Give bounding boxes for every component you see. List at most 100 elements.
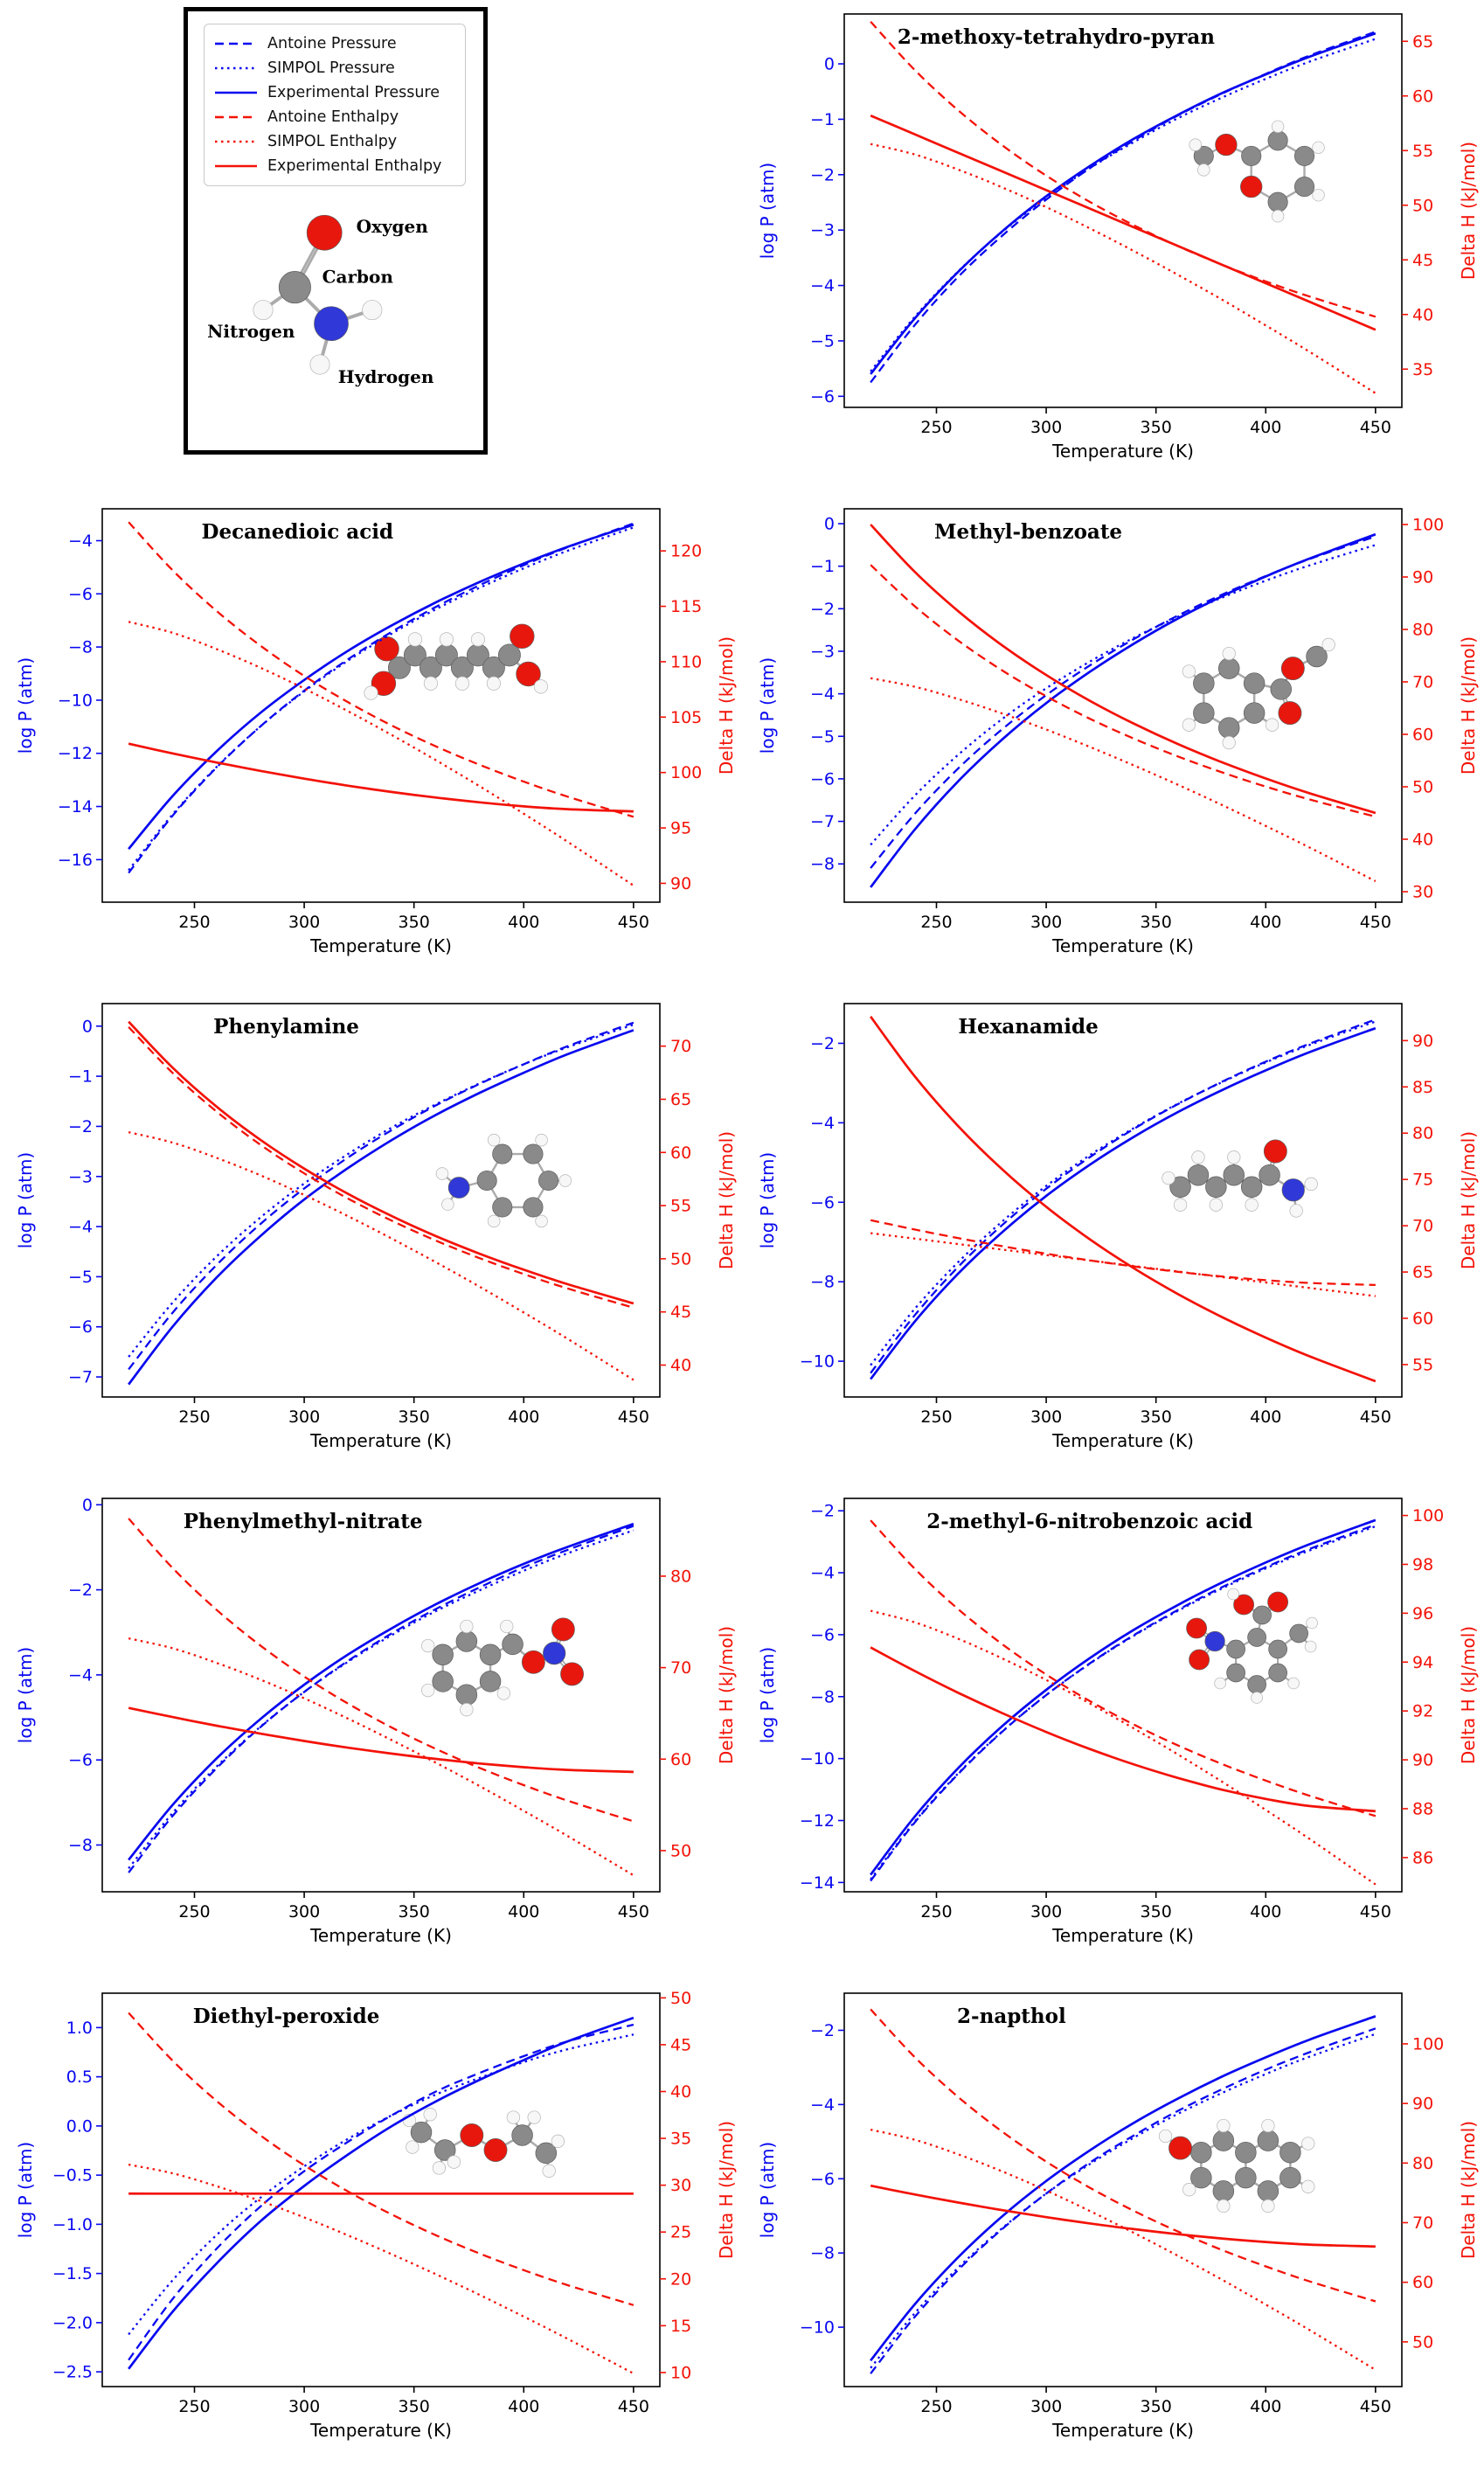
c-atom xyxy=(492,1143,513,1164)
series-simpol-pressure xyxy=(870,38,1377,372)
legend-entry-simpol-pressure: SIMPOL Pressure xyxy=(213,56,456,80)
c-atom xyxy=(523,1197,544,1218)
right-tick-label: 50 xyxy=(670,1989,691,2008)
x-axis-label: Temperature (K) xyxy=(1051,441,1194,462)
series-simpol-enthalpy xyxy=(128,1637,635,1877)
n-atom xyxy=(543,1641,566,1665)
x-tick-label: 350 xyxy=(1141,1407,1172,1427)
legend-molecule-figure: Oxygen Carbon Nitrogen Hydrogen xyxy=(207,214,434,387)
chart-methyl-benzoate: 250 300 350 400 450 Temperature (K) 0 −1 −2 −3 −4 −… xyxy=(757,508,1479,956)
chart-2-methoxy-tetrahydro-pyran: 250 300 350 400 450 Temperature (K) 0 −1 −2 −3 −4 −… xyxy=(757,13,1479,462)
left-tick-label: −4 xyxy=(68,532,93,551)
left-tick-label: −2 xyxy=(810,1034,835,1053)
series-simpol-pressure xyxy=(870,544,1377,846)
chart-title: Phenylamine xyxy=(213,1015,359,1039)
right-tick-label: 115 xyxy=(670,597,702,616)
right-axis-label: Delta H (kJ/mol) xyxy=(716,1131,737,1269)
h-atom xyxy=(1182,718,1196,732)
h-atom xyxy=(1312,188,1325,202)
right-tick-label: 105 xyxy=(670,708,702,727)
x-axis-label: Temperature (K) xyxy=(1051,1430,1194,1451)
h-atom xyxy=(362,300,383,321)
right-tick-label: 50 xyxy=(1412,196,1433,215)
series-simpol-pressure xyxy=(128,526,635,872)
h-atom xyxy=(406,2140,420,2154)
x-tick-label: 400 xyxy=(508,2397,539,2416)
h-atom xyxy=(1222,646,1236,661)
right-tick-label: 70 xyxy=(670,1658,691,1678)
right-tick-label: 50 xyxy=(670,1841,691,1860)
n-atom xyxy=(314,306,349,342)
series-antoine-enthalpy xyxy=(128,2012,635,2306)
right-tick-label: 60 xyxy=(1412,2273,1433,2292)
right-tick-label: 120 xyxy=(670,542,702,561)
c-atom xyxy=(1252,1605,1272,1625)
h-atom xyxy=(420,1683,435,1698)
legend-line-sample xyxy=(215,42,257,45)
x-tick-label: 350 xyxy=(1141,2397,1172,2416)
left-tick-label: −8 xyxy=(810,2244,835,2263)
o-atom xyxy=(521,1650,545,1674)
h-atom xyxy=(487,1133,501,1147)
series-antoine-pressure xyxy=(870,2027,1377,2374)
right-tick-label: 30 xyxy=(670,2176,691,2195)
legend-line-sample xyxy=(215,164,257,168)
c-atom xyxy=(1243,702,1266,724)
h-atom xyxy=(1271,120,1285,134)
o-atom xyxy=(460,2123,484,2147)
h-atom xyxy=(253,300,274,321)
legend-entry-experimental-enthalpy: Experimental Enthalpy xyxy=(213,154,456,178)
right-tick-label: 80 xyxy=(1412,621,1433,640)
h-atom xyxy=(439,632,454,647)
series-experimental-enthalpy xyxy=(128,742,634,813)
left-axis-label: log P (atm) xyxy=(757,657,778,754)
left-tick-label: −1.5 xyxy=(52,2264,93,2283)
c-atom xyxy=(1190,2141,1212,2164)
legend-molecule xyxy=(253,214,383,375)
right-tick-label: 90 xyxy=(1412,2095,1433,2114)
right-tick-label: 90 xyxy=(670,874,691,893)
x-tick-label: 250 xyxy=(920,1902,952,1922)
left-tick-label: −6 xyxy=(810,1625,835,1644)
right-tick-label: 90 xyxy=(1412,1032,1433,1051)
legend-frame: Antoine Pressure SIMPOL Pressure Experimen… xyxy=(184,7,488,455)
o-atom xyxy=(306,214,343,251)
o-atom xyxy=(1240,175,1263,198)
left-tick-label: −14 xyxy=(800,1873,835,1893)
left-tick-label: −1 xyxy=(68,1067,93,1087)
right-axis-label: Delta H (kJ/mol) xyxy=(1458,1626,1479,1764)
x-tick-label: 400 xyxy=(1250,2397,1281,2416)
x-axis-label: Temperature (K) xyxy=(309,1925,452,1946)
series-simpol-pressure xyxy=(128,2033,635,2336)
x-tick-label: 300 xyxy=(1030,913,1062,932)
series-antoine-enthalpy xyxy=(870,1519,1377,1817)
left-tick-label: −6 xyxy=(68,585,93,604)
c-atom xyxy=(1193,702,1215,724)
x-tick-label: 450 xyxy=(1360,1902,1391,1922)
series-experimental-pressure xyxy=(870,1026,1377,1380)
c-atom xyxy=(433,2139,456,2161)
atom-label-nitrogen: Nitrogen xyxy=(207,321,295,342)
chart-2-napthol: 250 300 350 400 450 Temperature (K) −2 −4 −6 −8 −1… xyxy=(757,1992,1479,2441)
right-tick-label: 80 xyxy=(670,1567,691,1586)
h-atom xyxy=(454,676,470,691)
h-atom xyxy=(1271,209,1285,223)
h-atom xyxy=(1162,1171,1175,1185)
c-atom xyxy=(511,2124,533,2146)
x-axis-label: Temperature (K) xyxy=(1051,1925,1194,1946)
x-tick-label: 400 xyxy=(508,1407,539,1427)
right-tick-label: 90 xyxy=(1412,1751,1433,1770)
c-atom xyxy=(1217,657,1240,679)
series-experimental-pressure xyxy=(870,1518,1377,1876)
left-tick-label: −8 xyxy=(68,638,93,657)
right-tick-label: 65 xyxy=(1412,1263,1433,1282)
x-tick-label: 450 xyxy=(618,1407,649,1427)
chart-title: Phenylmethyl-nitrate xyxy=(184,1510,423,1533)
o-atom xyxy=(483,2138,508,2162)
right-tick-label: 45 xyxy=(1412,251,1433,270)
left-tick-label: −10 xyxy=(800,1352,835,1372)
c-atom xyxy=(1205,1176,1227,1199)
c-atom xyxy=(455,1684,478,1706)
left-tick-label: 0.5 xyxy=(66,2067,93,2087)
series-antoine-pressure xyxy=(870,1018,1377,1374)
